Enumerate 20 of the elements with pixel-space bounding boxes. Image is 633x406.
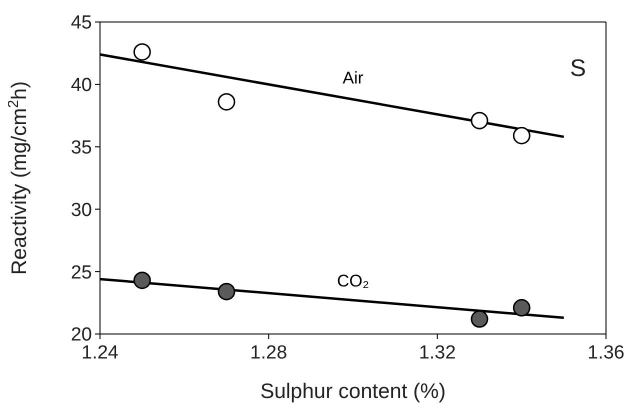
point (512, 299, 530, 317)
point (133, 272, 151, 290)
point (470, 310, 488, 328)
series-label: Air (342, 68, 364, 88)
point (218, 282, 236, 300)
x-tick-label: 1.36 (588, 342, 624, 364)
y-tick-label: 30 (70, 200, 92, 221)
y-tick-label: 25 (70, 262, 92, 284)
x-tick-label: 1.32 (418, 342, 456, 364)
y-tick-label: 35 (70, 138, 92, 159)
point (218, 93, 236, 111)
y-tick-label: 45 (70, 12, 92, 34)
point (470, 112, 488, 130)
x-axis-title: Sulphur content (%) (260, 380, 446, 403)
annotation: S (570, 55, 586, 83)
point (512, 126, 530, 144)
series-label: CO₂ (336, 271, 370, 290)
point (133, 43, 151, 61)
y-tick-label: 40 (70, 75, 92, 96)
x-tick-label: 1.28 (250, 342, 288, 364)
